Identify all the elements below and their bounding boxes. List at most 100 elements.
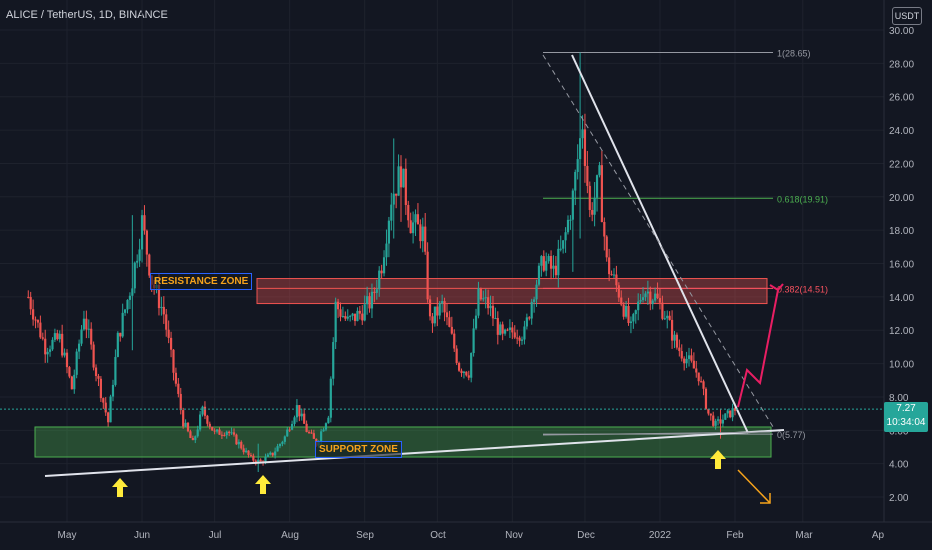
candle-body [540,256,543,266]
candle-body [661,302,664,319]
candle-body [462,371,466,374]
candle-body [513,332,516,338]
candle-body [663,318,666,320]
candle-body [310,432,313,434]
candle-body [612,274,616,276]
candle-body [654,293,657,301]
candle-body [438,303,441,316]
candle-body [107,412,110,423]
candle-body [501,324,504,334]
candle-body [80,329,83,344]
currency-badge[interactable]: USDT [892,7,922,25]
candle-body [165,314,168,330]
candle-body [559,248,562,250]
support-zone [34,426,772,458]
candle-body [489,305,492,309]
candle-body [349,315,352,317]
candle-body [78,343,81,352]
candle-body [370,291,374,309]
candle-body [583,129,587,166]
candle-body [145,230,148,255]
candle-body [450,326,453,334]
candle-body [641,297,645,301]
candle-body [385,243,388,258]
candle-body [51,339,54,350]
candle-body [213,430,216,432]
candle-body [90,328,93,345]
candle-body [136,260,139,263]
candle-body [712,415,715,426]
candle-body [138,249,141,261]
candle-body [252,455,255,461]
candle-body [220,434,223,436]
candle-body [412,222,415,234]
candle-body [73,374,76,390]
candle-body [63,352,66,356]
candle-body [576,159,579,172]
candle-body [85,318,88,330]
candle-body [196,429,199,437]
candle-body [128,295,132,300]
candle-body [542,256,545,271]
candle-body [167,329,170,338]
candle-body [496,318,499,335]
candle-body [87,328,90,330]
candle-body [574,171,577,191]
candle-body [426,251,429,300]
price-axis-tick: 4.00 [889,460,909,471]
fib-level-label: 1(28.65) [777,49,811,59]
candle-body [624,305,628,317]
fib-level-label: 0.618(19.91) [777,194,828,204]
candle-body [700,381,703,383]
candle-body [479,288,482,300]
candle-body [44,338,47,355]
candle-body [186,422,190,432]
candle-body [591,209,594,215]
candle-body [605,236,608,258]
price-axis-tick: 26.00 [889,93,914,104]
candle-body [298,405,301,417]
candle-body [656,293,659,299]
candle-body [617,285,620,298]
resistance-zone [256,278,768,305]
time-axis-tick: Ap [872,530,885,541]
time-axis-tick: Nov [505,530,523,541]
candle-body [721,419,724,424]
candle-body [36,320,40,323]
candle-body [104,402,107,413]
candle-body [465,371,468,376]
candle-body [421,226,424,242]
time-axis-tick: May [58,530,77,541]
candle-body [199,414,202,430]
candle-body [293,417,296,424]
candle-body [443,301,446,313]
candle-body [53,333,56,340]
candle-body [339,309,342,317]
candle-body [254,460,257,463]
candle-body [685,358,688,364]
candle-body [247,450,250,456]
candle-body [668,315,671,320]
candle-body [184,422,187,427]
candle-body [683,358,686,364]
candle-body [484,297,487,299]
candle-body [283,436,286,442]
candle-body [629,321,633,324]
candle-body [702,381,705,389]
bar-countdown: 10:34:04 [886,417,926,428]
candle-body [658,298,662,303]
candle-body [206,415,209,424]
candle-body [334,301,337,343]
candle-body [58,333,61,340]
candle-body [588,185,591,210]
candle-body [303,413,306,424]
candle-body [414,214,417,223]
candle-body [368,296,371,309]
candle-body [477,288,480,316]
candle-body [133,262,136,289]
price-axis-tick: 14.00 [889,293,914,304]
candle-body [97,376,100,379]
candle-body [201,406,204,415]
candle-body [228,431,231,434]
